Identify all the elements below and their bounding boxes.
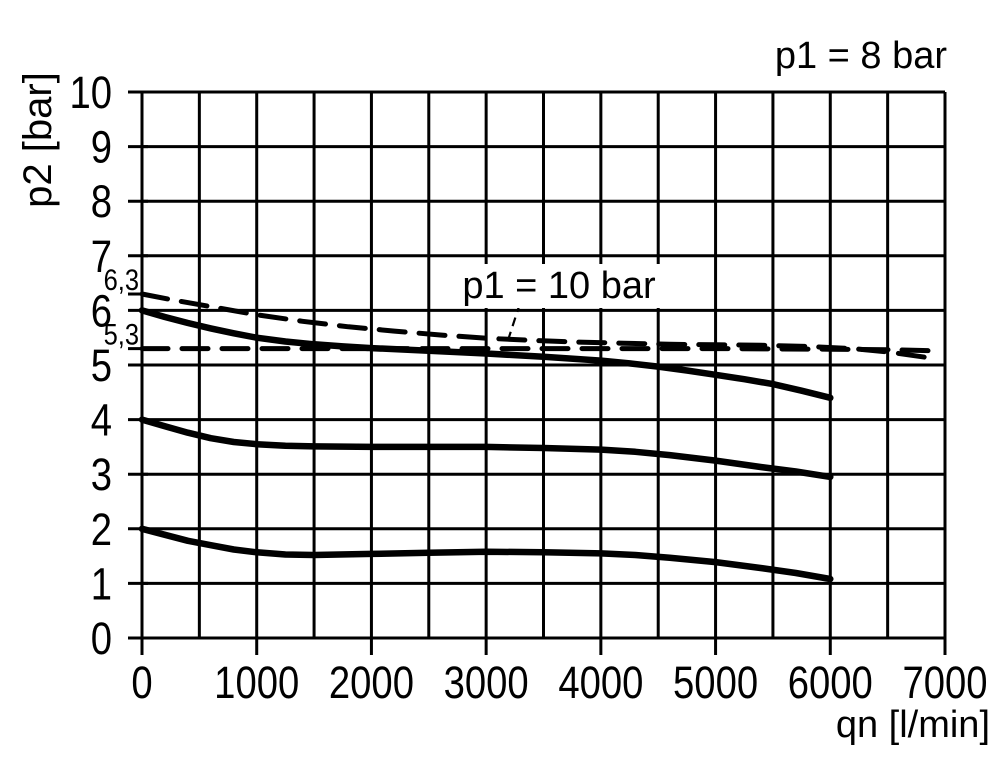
y-tick-label-1: 1: [91, 558, 112, 609]
y-tick-label-5: 5: [91, 340, 112, 391]
x-axis-title: qn [l/min]: [835, 704, 990, 746]
curve-outlet-4-bar: [138, 416, 834, 481]
y-tick-label-6: 6: [91, 285, 112, 336]
annotation-leader-line: [506, 302, 522, 341]
y-axis-title: p2 [bar]: [16, 72, 60, 208]
x-tick-label-4000: 4000: [558, 657, 643, 708]
y-tick-label-7: 7: [91, 231, 112, 282]
x-tick-label-2000: 2000: [329, 657, 414, 708]
y-tick-label-8: 8: [91, 176, 112, 227]
x-tick-label-6000: 6000: [788, 657, 873, 708]
y-tick-label-0: 0: [91, 613, 112, 664]
x-tick-label-3000: 3000: [444, 657, 529, 708]
y-extra-label-5,3: 5,3: [104, 318, 139, 351]
curve-outlet-2-bar: [138, 525, 834, 583]
x-tick-label-0: 0: [131, 657, 152, 708]
y-tick-label-10: 10: [69, 67, 112, 118]
annotation-p1-10-bar: p1 = 10 bar: [453, 263, 665, 308]
curve-p1-8-bar-outlet-6-bar: [138, 307, 834, 402]
y-extra-label-6,3: 6,3: [104, 263, 139, 296]
curve-outlet-5-3-bar-dashed: [139, 346, 936, 354]
x-tick-label-1000: 1000: [214, 657, 299, 708]
x-tick-label-5000: 5000: [673, 657, 758, 708]
chart-title: p1 = 8 bar: [774, 35, 947, 77]
y-tick-label-9: 9: [91, 122, 112, 173]
y-tick-label-2: 2: [91, 504, 112, 555]
y-tick-label-4: 4: [91, 395, 112, 446]
y-tick-label-3: 3: [91, 449, 112, 500]
x-tick-label-7000: 7000: [902, 657, 987, 708]
